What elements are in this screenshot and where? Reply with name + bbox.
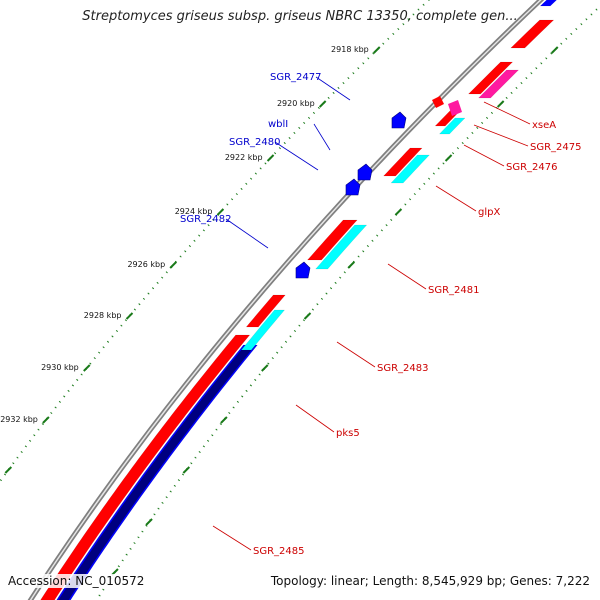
gene-block-sgr-2485[interactable] — [36, 334, 251, 600]
tick-mark-inner — [182, 466, 191, 474]
gene-label-left[interactable]: SGR_2477 — [270, 72, 322, 83]
leader-line — [295, 404, 335, 433]
cds-block-sgr-2483[interactable] — [240, 309, 286, 351]
leader-line — [212, 525, 252, 551]
tick-label: 2928 kbp — [84, 311, 122, 320]
tick-label: 2930 kbp — [41, 363, 79, 372]
gene-sgr-2482-rev[interactable] — [295, 261, 311, 279]
tick-mark-inner — [261, 364, 269, 372]
leader-line — [336, 341, 376, 368]
leader-line — [463, 144, 505, 167]
tick-label: 2920 kbp — [277, 99, 315, 108]
gene-arrow-tip[interactable] — [167, 410, 182, 420]
scale-dots-outer — [0, 0, 431, 484]
tick-mark — [125, 312, 134, 320]
leader-line — [315, 76, 351, 101]
tick-label: 2922 kbp — [225, 153, 263, 162]
gene-label-right[interactable]: SGR_2481 — [428, 285, 480, 296]
gene-label-right[interactable]: SGR_2483 — [377, 363, 429, 374]
gene-label-right[interactable]: xseA — [532, 120, 556, 131]
leader-line — [313, 123, 331, 151]
gene-label-right[interactable]: glpX — [478, 207, 500, 218]
tick-mark-inner — [347, 261, 355, 269]
gene-block-sgr-2475[interactable] — [467, 61, 514, 95]
tick-label: 2932 kbp — [0, 415, 38, 424]
scale-dots-inner — [95, 4, 600, 600]
tick-mark-inner — [496, 100, 505, 108]
cds-block-sgr-2481[interactable] — [315, 224, 368, 270]
tick-label: 2926 kbp — [127, 260, 165, 269]
gene-block-glpx[interactable] — [383, 147, 423, 177]
cds-block-sgr-2476[interactable] — [438, 117, 466, 135]
tick-label: 2918 kbp — [331, 45, 369, 54]
tick-mark — [169, 261, 177, 269]
backbone-highlight — [29, 0, 542, 600]
rna-block-xsea[interactable] — [478, 69, 520, 99]
tick-mark-inner — [551, 46, 559, 54]
gene-block-sgr-2482[interactable] — [245, 294, 286, 328]
gene-block-top-reverse[interactable] — [539, 0, 567, 7]
gene-block-sgr-2481[interactable] — [306, 219, 358, 261]
feature-layer[interactable] — [36, 0, 567, 600]
tick-mark-inner — [444, 154, 453, 162]
leader-line — [473, 124, 529, 147]
gene-label-right[interactable]: SGR_2476 — [506, 162, 558, 173]
cds-block-glpx[interactable] — [390, 154, 430, 184]
gene-sgr-2477[interactable] — [391, 111, 407, 129]
gene-wbli[interactable] — [357, 163, 373, 181]
leader-line — [274, 141, 319, 171]
topology-text: Topology: linear; Length: 8,545,929 bp; … — [270, 574, 590, 588]
accession-text: Accession: NC_010572 — [8, 574, 145, 588]
gene-label-right[interactable]: SGR_2485 — [253, 546, 305, 557]
gene-block-top[interactable] — [510, 19, 555, 49]
tick-mark-inner — [303, 312, 312, 320]
gene-sgr-2480[interactable] — [345, 178, 361, 196]
tick-mark-inner — [145, 518, 153, 526]
tick-mark — [42, 416, 50, 424]
tick-mark-inner — [220, 416, 228, 424]
tick-mark — [266, 154, 275, 162]
tick-mark — [373, 46, 381, 54]
leader-line — [435, 185, 477, 212]
label-layer[interactable]: SGR_2477 wblI SGR_2480 SGR_2482 xseA SGR_2475… — [180, 72, 582, 557]
tick-mark — [216, 208, 225, 216]
tick-mark — [318, 100, 327, 108]
tick-mark-inner — [394, 208, 403, 216]
gene-label-left[interactable]: wblI — [268, 119, 288, 130]
gene-small-pink[interactable] — [448, 100, 462, 116]
gene-label-right[interactable]: SGR_2475 — [530, 142, 582, 153]
tick-label: 2924 kbp — [175, 207, 213, 216]
cds-block-pks5[interactable] — [53, 344, 256, 600]
leader-line — [387, 263, 427, 290]
gene-label-left[interactable]: SGR_2482 — [180, 214, 232, 225]
leader-line — [225, 218, 269, 249]
track-layer — [27, 0, 545, 600]
gene-small-red[interactable] — [432, 96, 444, 108]
tick-mark — [83, 364, 91, 372]
gene-label-right[interactable]: pks5 — [336, 428, 360, 439]
tick-mark — [4, 466, 13, 474]
gene-label-left[interactable]: SGR_2480 — [229, 137, 281, 148]
leader-line — [483, 101, 531, 125]
